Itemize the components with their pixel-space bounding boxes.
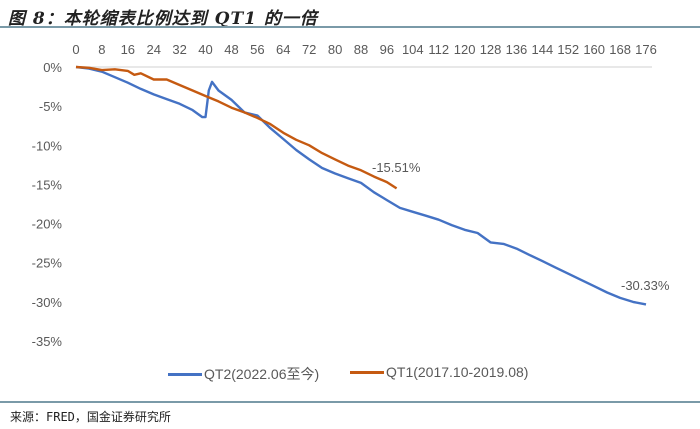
y-tick-label: 0% [43,60,62,75]
y-tick-label: -35% [32,334,63,349]
x-tick-label: 136 [506,42,528,57]
x-tick-label: 88 [354,42,368,57]
bottom-divider [0,401,700,403]
top-divider [0,26,700,28]
y-tick-label: -15% [32,177,63,192]
legend-label-qt1: QT1(2017.10-2019.08) [386,364,529,380]
legend: QT2(2022.06至今) QT1(2017.10-2019.08) [0,364,700,384]
y-axis-ticks: 0% -5% -10% -15% -20% -25% -30% -35% [32,60,63,349]
x-tick-label: 104 [402,42,424,57]
series-qt2-line [75,65,647,306]
legend-item-qt2: QT2(2022.06至今) [168,364,319,384]
y-tick-label: -10% [32,138,63,153]
y-tick-label: -30% [32,295,63,310]
x-tick-label: 168 [609,42,631,57]
x-tick-label: 112 [428,42,449,57]
x-tick-label: 80 [328,42,342,57]
x-tick-label: 0 [72,42,79,57]
x-tick-label: 160 [583,42,605,57]
x-tick-label: 56 [250,42,264,57]
y-tick-label: -25% [32,256,63,271]
legend-swatch-qt1 [350,370,384,374]
y-tick-label: -20% [32,217,63,232]
legend-label-qt2: QT2(2022.06至今) [204,366,320,382]
qt1-end-label: -15.51% [372,160,421,175]
x-tick-label: 144 [532,42,554,57]
x-tick-label: 48 [224,42,238,57]
source-note: 来源：FRED，国金证券研究所 [10,410,171,424]
x-tick-label: 64 [276,42,290,57]
x-tick-label: 72 [302,42,316,57]
x-tick-label: 152 [557,42,579,57]
y-tick-label: -5% [39,99,63,114]
x-axis-ticks: 0 8 16 24 32 40 48 56 64 72 80 88 96 104 112 120 128 136 1… [72,42,656,57]
line-chart: 0 8 16 24 32 40 48 56 64 72 80 88 96 104 112 120 128 136 1… [32,42,670,349]
x-tick-label: 40 [198,42,212,57]
legend-item-qt1: QT1(2017.10-2019.08) [350,364,528,380]
x-tick-label: 8 [98,42,105,57]
legend-swatch-qt2 [168,372,202,376]
x-tick-label: 96 [380,42,394,57]
x-tick-label: 128 [480,42,502,57]
qt2-end-label: -30.33% [621,278,670,293]
chart-title: 图 8：本轮缩表比例达到 QT1 的一倍 [8,9,318,29]
x-tick-label: 120 [454,42,476,57]
x-tick-label: 24 [146,42,160,57]
x-tick-label: 32 [172,42,186,57]
x-tick-label: 16 [121,42,135,57]
x-tick-label: 176 [635,42,657,57]
series-qt1-line [75,65,398,190]
